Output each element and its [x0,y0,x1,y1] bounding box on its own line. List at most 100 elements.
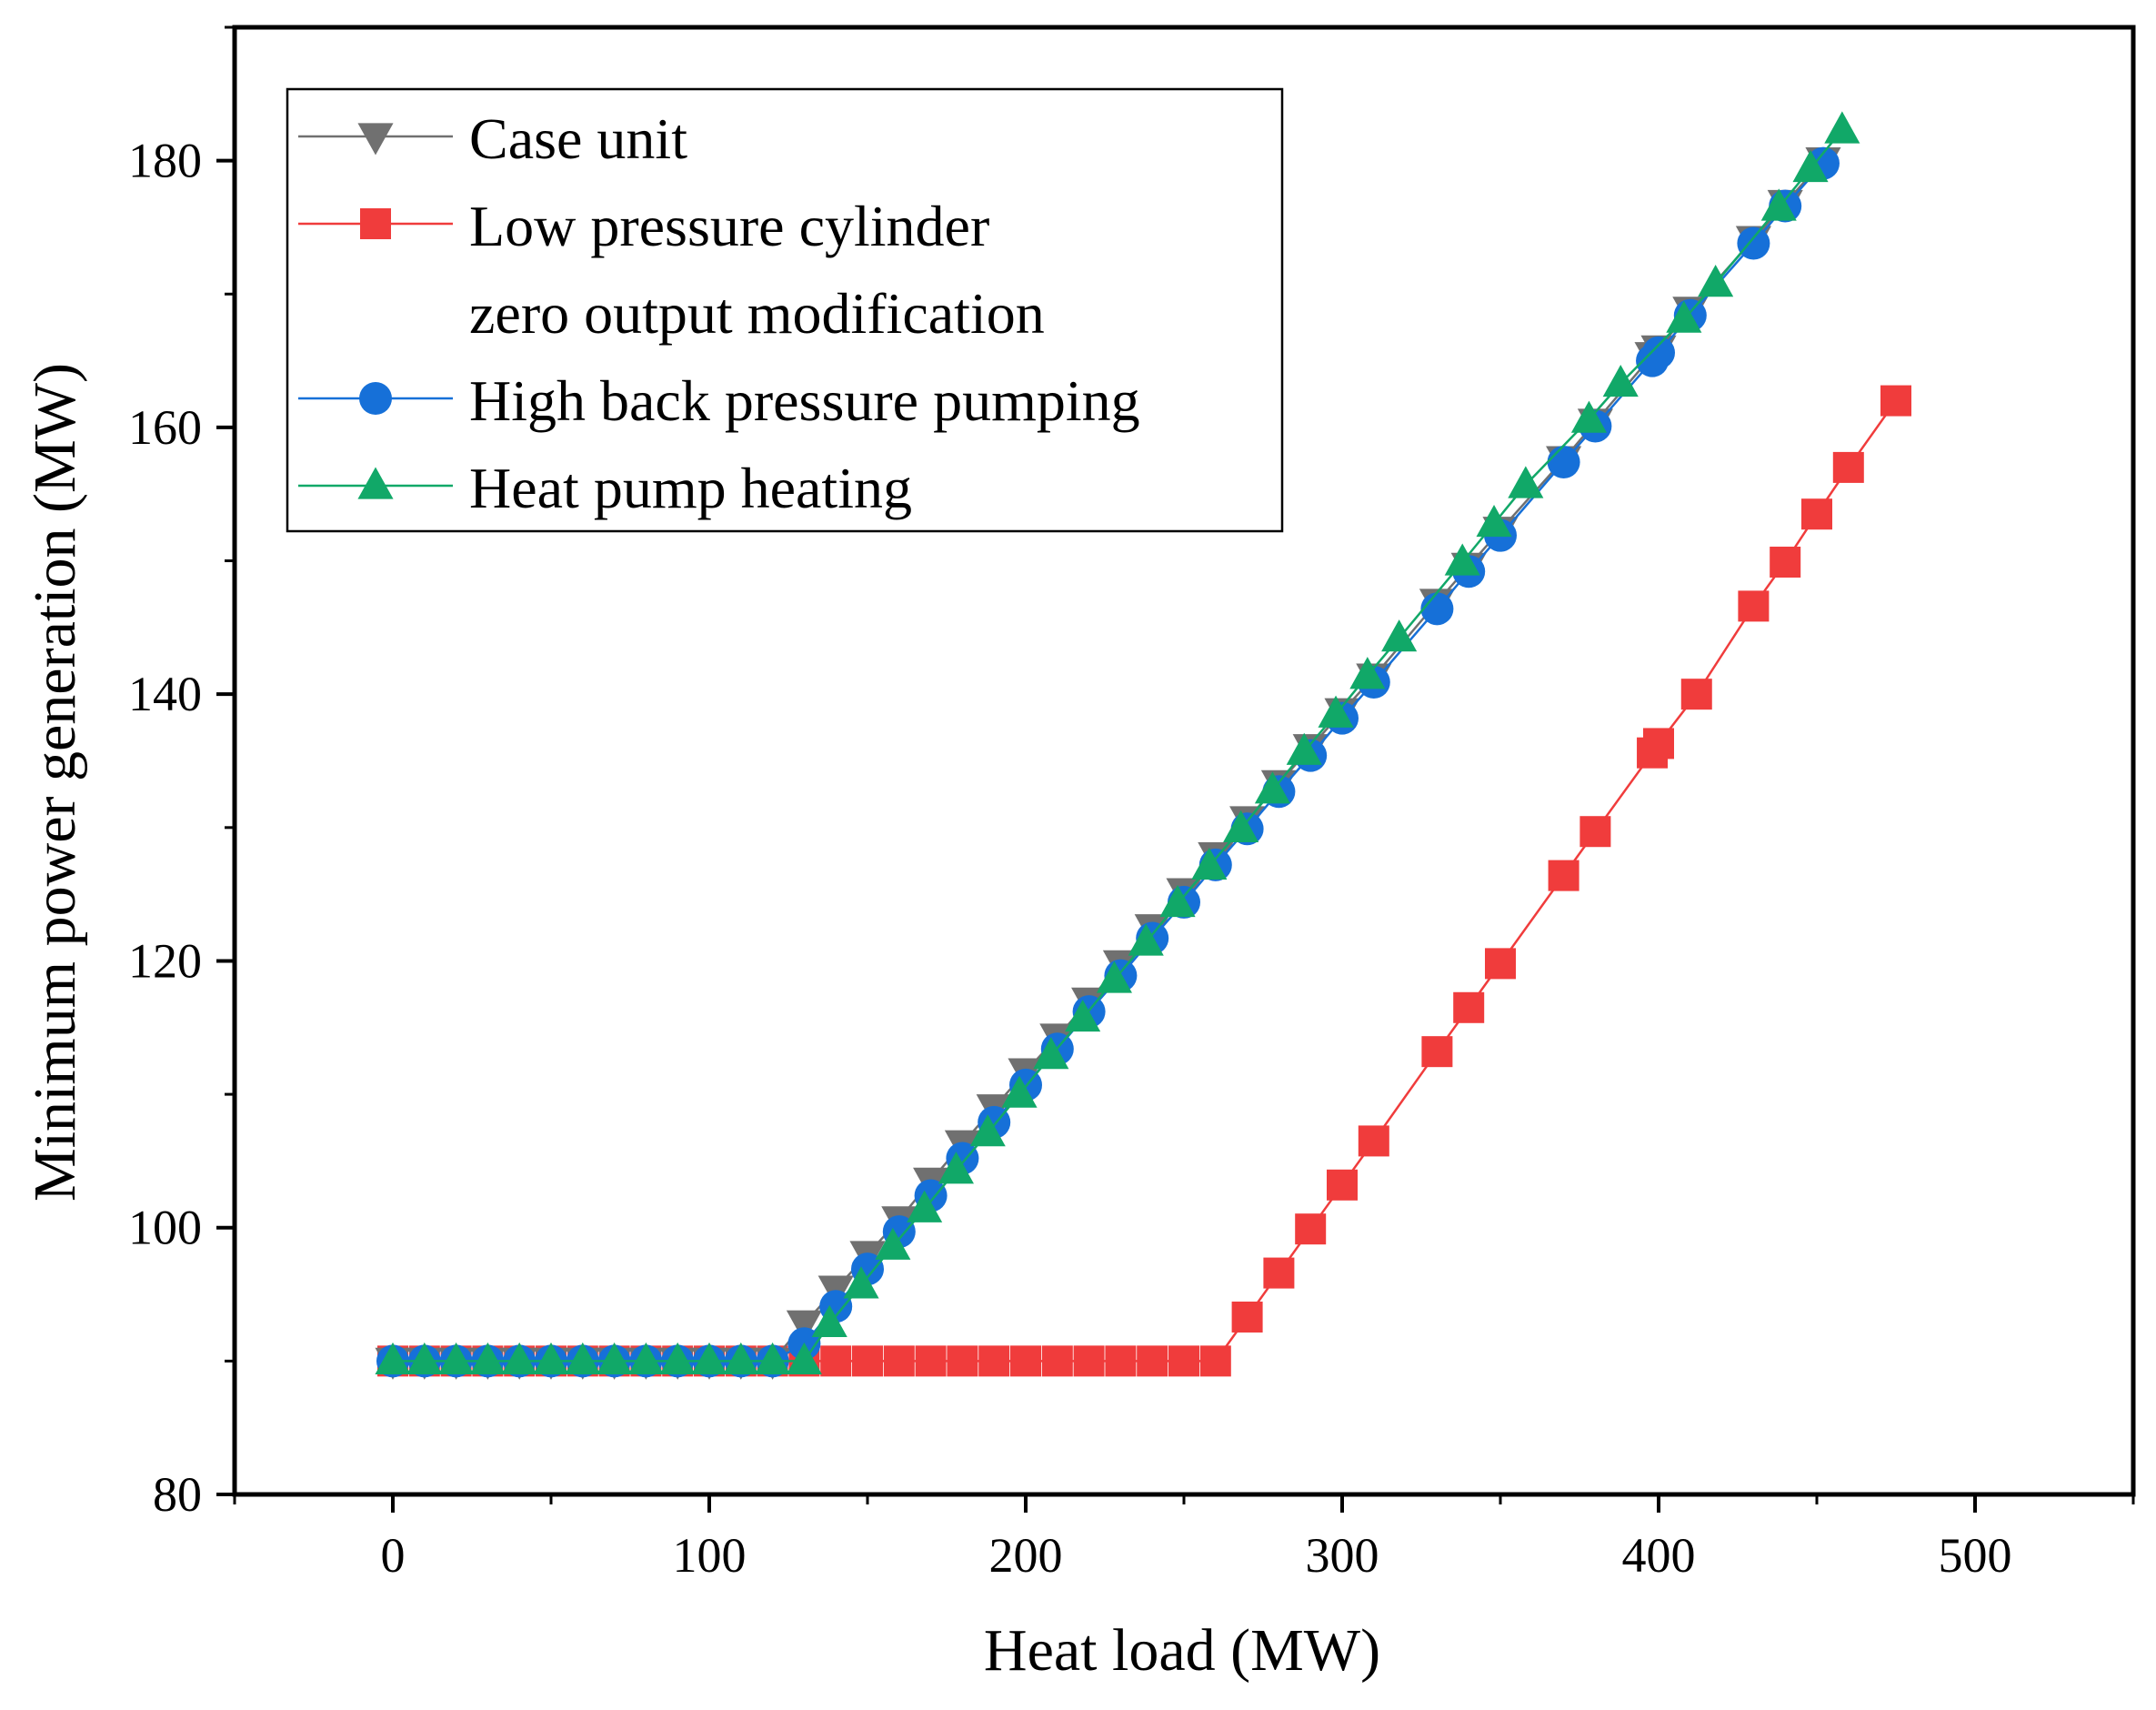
x-tick-label: 200 [989,1528,1063,1583]
data-point [1295,1213,1327,1245]
legend-label-heat-pump: Heat pump heating [469,456,912,520]
data-point [1476,504,1512,538]
data-point [1680,679,1712,710]
data-point [1508,466,1544,498]
x-axis-title: Heat load (MW) [984,1617,1380,1684]
series-1 [377,385,1911,1377]
data-point [1159,884,1196,918]
data-point [1033,1037,1069,1070]
x-tick-label: 100 [673,1528,747,1583]
axes-layer: 0 100 200 300 400 500 80 100 120 140 160 180 [128,25,2135,1583]
legend-label-low-pressure: Low pressure cylinder [469,194,989,258]
x-tick-label: 0 [381,1528,406,1583]
data-point [1832,451,1864,483]
data-point [501,1342,537,1375]
data-point [1041,1345,1073,1377]
data-point [883,1345,915,1377]
y-tick-label: 180 [128,134,202,188]
data-point [1548,860,1579,891]
data-point [1381,619,1418,652]
data-point [811,1304,847,1337]
data-point [1199,1345,1231,1377]
y-tick-label: 120 [128,933,202,988]
data-point [438,1342,475,1375]
data-point [1642,336,1675,369]
data-point [938,1152,974,1184]
data-point [1318,695,1354,728]
data-point [1065,999,1101,1032]
data-point [1358,1125,1389,1157]
data-point [852,1345,883,1377]
data-point [659,1342,696,1375]
data-point [755,1342,791,1375]
legend-items: Case unit Low pressure cylinder zero out… [298,106,1140,520]
data-point [1698,265,1734,297]
series-line [393,399,1898,1363]
legend-marker [357,123,394,156]
y-tick-label: 100 [128,1201,202,1255]
x-tick-label: 400 [1622,1528,1696,1583]
y-tick-label: 80 [153,1467,202,1522]
data-point [1231,1301,1263,1333]
data-point [1001,1075,1038,1108]
legend-marker [357,467,394,499]
data-point [1737,226,1770,260]
data-point [907,1190,943,1222]
data-point [1792,149,1829,183]
data-point [1824,111,1860,144]
data-point [1570,400,1607,433]
data-point [565,1342,601,1375]
data-point [1770,547,1801,578]
data-point [1286,732,1322,765]
y-tick-label: 140 [128,667,202,721]
legend-label-case-unit: Case unit [469,106,687,171]
data-point [533,1342,569,1375]
data-point [723,1342,759,1375]
data-point [1105,1345,1137,1377]
data-point [469,1342,506,1375]
data-point [1073,1345,1105,1377]
data-point [597,1342,633,1375]
data-point [1444,543,1480,576]
data-point [1128,923,1164,956]
data-point [1137,1345,1168,1377]
data-point [1453,991,1485,1023]
data-point [1760,188,1797,221]
data-point [1602,364,1639,397]
data-point [843,1266,879,1299]
data-point [406,1342,443,1375]
data-point [627,1342,664,1375]
data-point [1327,1169,1358,1201]
x-tick-label: 500 [1939,1528,2012,1583]
data-point [915,1345,947,1377]
data-point [1547,446,1580,479]
legend-label-high-back-pressure: High back pressure pumping [469,368,1140,433]
legend-label-low-pressure-line2: zero output modification [469,281,1045,346]
data-point [786,1310,822,1343]
data-point [1223,810,1259,842]
data-point [1579,816,1611,848]
data-point [1738,590,1770,622]
series-3 [375,111,1860,1375]
data-point [1643,728,1674,759]
data-point [1880,385,1911,417]
legend-marker [360,208,391,239]
data-point [820,1345,852,1377]
data-point [1420,592,1454,626]
data-point [1096,961,1132,993]
legend: Case unit Low pressure cylinder zero out… [286,87,1284,533]
data-point [786,1342,822,1375]
y-tick-label: 160 [128,400,202,455]
data-point [1666,300,1702,333]
legend-box [286,87,1284,533]
legend-marker [359,382,392,415]
data-point [691,1342,727,1375]
data-point [969,1114,1006,1147]
data-point [1010,1345,1041,1377]
series-layer [375,111,1911,1380]
data-point [947,1345,978,1377]
data-point [1263,1257,1295,1289]
y-axis-title: Minimum power generation (MW) [22,363,88,1202]
data-point [1801,498,1832,530]
